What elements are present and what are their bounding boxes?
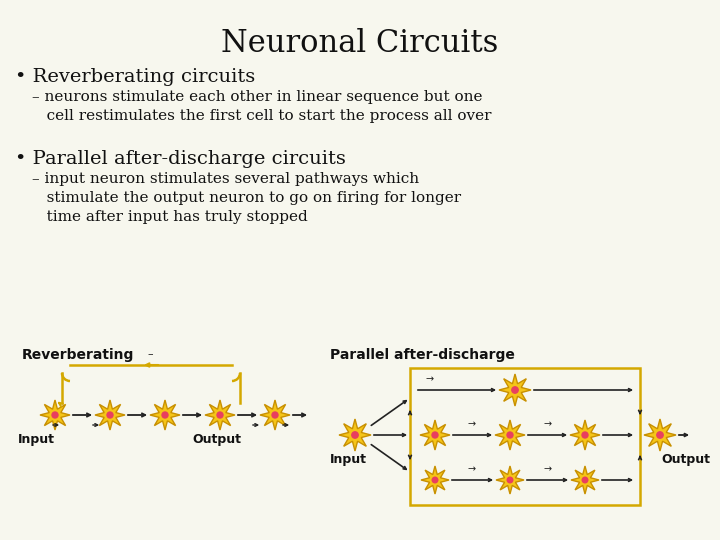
Circle shape: [507, 432, 513, 438]
Polygon shape: [260, 400, 290, 430]
Circle shape: [217, 412, 223, 418]
Polygon shape: [421, 466, 449, 494]
Text: →: →: [425, 374, 433, 384]
Text: • Reverberating circuits: • Reverberating circuits: [15, 68, 256, 86]
Text: – neurons stimulate each other in linear sequence but one
   cell restimulates t: – neurons stimulate each other in linear…: [32, 90, 492, 123]
Text: Parallel after-discharge: Parallel after-discharge: [330, 348, 515, 362]
Polygon shape: [150, 400, 180, 430]
Polygon shape: [495, 420, 525, 450]
Text: →: →: [543, 419, 551, 429]
Polygon shape: [339, 419, 371, 451]
Circle shape: [512, 387, 518, 393]
Polygon shape: [205, 400, 235, 430]
Circle shape: [507, 477, 513, 483]
Polygon shape: [420, 420, 450, 450]
Circle shape: [272, 412, 278, 418]
Text: →: →: [468, 464, 476, 474]
Circle shape: [52, 412, 58, 418]
Text: – input neuron stimulates several pathways which
   stimulate the output neuron : – input neuron stimulates several pathwa…: [32, 172, 461, 224]
Text: Reverberating: Reverberating: [22, 348, 135, 362]
Circle shape: [657, 432, 663, 438]
Circle shape: [162, 412, 168, 418]
Text: →: →: [543, 464, 551, 474]
Text: Output: Output: [661, 453, 710, 466]
Polygon shape: [40, 400, 70, 430]
Polygon shape: [644, 419, 676, 451]
Bar: [410, 368, 640, 505]
Text: Input: Input: [330, 453, 367, 466]
Circle shape: [582, 432, 588, 438]
Circle shape: [432, 477, 438, 483]
Polygon shape: [570, 420, 600, 450]
Polygon shape: [571, 466, 599, 494]
Text: • Parallel after-discharge circuits: • Parallel after-discharge circuits: [15, 150, 346, 168]
Polygon shape: [95, 400, 125, 430]
Text: Output: Output: [192, 433, 241, 446]
Circle shape: [352, 432, 359, 438]
Text: –: –: [147, 349, 153, 359]
Text: Input: Input: [18, 433, 55, 446]
Text: Neuronal Circuits: Neuronal Circuits: [221, 28, 499, 59]
Circle shape: [582, 477, 588, 483]
Polygon shape: [499, 374, 531, 406]
Circle shape: [432, 432, 438, 438]
Circle shape: [107, 412, 113, 418]
Text: →: →: [468, 419, 476, 429]
Polygon shape: [496, 466, 524, 494]
